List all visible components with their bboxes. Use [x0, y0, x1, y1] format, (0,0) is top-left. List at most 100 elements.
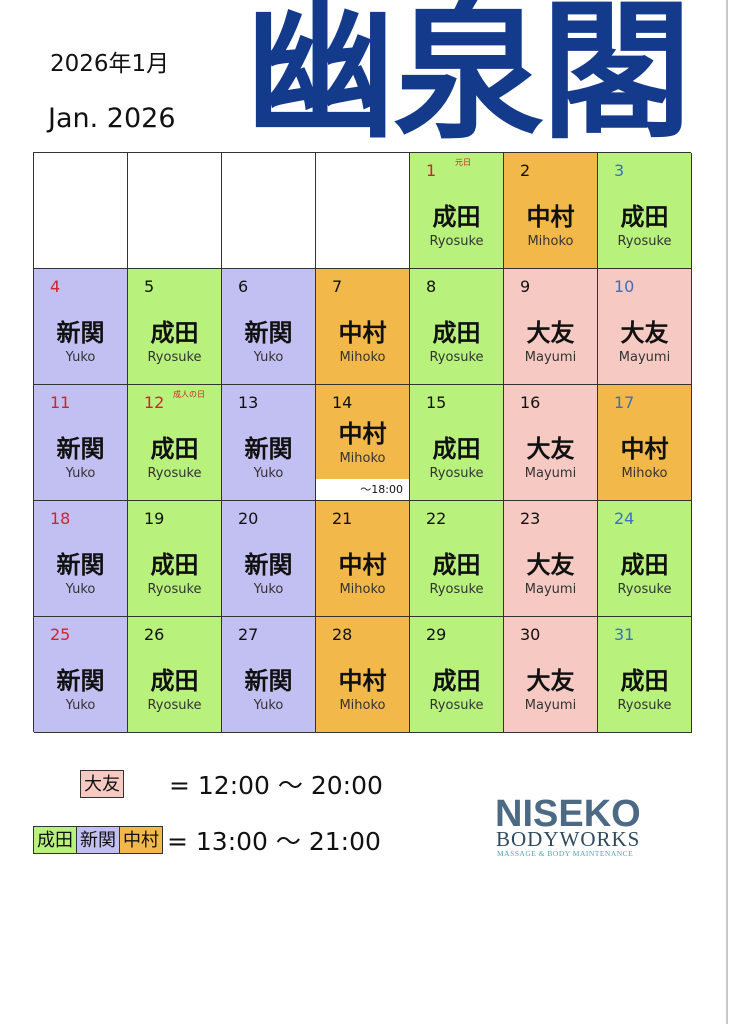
staff-name: 成田 [432, 203, 481, 231]
staff-roman-name: Ryosuke [429, 234, 484, 249]
day-number: 17 [614, 393, 635, 412]
staff-name: 新関 [244, 435, 293, 463]
page-title: 幽泉閣 [245, 0, 691, 160]
staff-name: 中村 [338, 551, 387, 579]
legend-swatch-shinzeki: 新関 [77, 826, 120, 854]
day-number: 2 [520, 161, 531, 180]
day-number: 26 [144, 625, 165, 644]
day-number: 25 [50, 625, 71, 644]
staff-name: 中村 [620, 435, 669, 463]
legend-row-others: 成田 新関 中村 = 13:00 ～ 21:00 [33, 822, 381, 858]
day-number: 14 [332, 393, 353, 412]
calendar-cell: 31 成田 Ryosuke [598, 617, 692, 733]
staff-roman-name: Ryosuke [429, 698, 484, 713]
holiday-label: 元日 [455, 158, 471, 167]
legend-swatch-otomo: 大友 [80, 770, 124, 798]
staff-roman-name: Ryosuke [147, 466, 202, 481]
staff-roman-name: Mihoko [621, 466, 668, 481]
staff-name: 中村 [338, 667, 387, 695]
day-number: 31 [614, 625, 635, 644]
staff-roman-name: Ryosuke [617, 234, 672, 249]
calendar-cell: 13 新関 Yuko [222, 385, 316, 501]
day-number: 15 [426, 393, 447, 412]
calendar-cell: 5 成田 Ryosuke [128, 269, 222, 385]
calendar-cell: 25 新関 Yuko [34, 617, 128, 733]
logo-line2: BODYWORKS [496, 827, 640, 851]
calendar-cell: 28 中村 Mihoko [316, 617, 410, 733]
calendar-cell: 17 中村 Mihoko [598, 385, 692, 501]
legend-swatch-nakamura: 中村 [120, 826, 163, 854]
niseko-bodyworks-logo: NISEKO BODYWORKS MASSAGE & BODY MAINTENA… [495, 793, 641, 858]
staff-name: 成田 [620, 667, 669, 695]
calendar-cell: 12 成人の日 成田 Ryosuke [128, 385, 222, 501]
calendar-cell: 18 新関 Yuko [34, 501, 128, 617]
day-number: 4 [50, 277, 61, 296]
legend-time-2: = 13:00 ～ 21:00 [167, 827, 381, 856]
calendar-cell: 4 新関 Yuko [34, 269, 128, 385]
staff-name: 大友 [526, 551, 575, 579]
day-number: 1 [426, 161, 437, 180]
holiday-label: 成人の日 [173, 390, 205, 399]
day-number: 8 [426, 277, 437, 296]
staff-roman-name: Mihoko [339, 698, 386, 713]
staff-name: 成田 [432, 319, 481, 347]
calendar-cell: 3 成田 Ryosuke [598, 153, 692, 269]
staff-roman-name: Ryosuke [429, 350, 484, 365]
legend-swatch-narita: 成田 [33, 826, 77, 854]
calendar-cell: 24 成田 Ryosuke [598, 501, 692, 617]
calendar-cell: 8 成田 Ryosuke [410, 269, 504, 385]
calendar-cell-empty [316, 153, 410, 269]
calendar-cell: 11 新関 Yuko [34, 385, 128, 501]
staff-roman-name: Ryosuke [617, 698, 672, 713]
staff-roman-name: Mayumi [524, 582, 577, 597]
staff-roman-name: Yuko [253, 350, 284, 365]
day-number: 10 [614, 277, 635, 296]
month-jp: 2026年1月 [50, 51, 170, 77]
staff-roman-name: Yuko [253, 466, 284, 481]
day-number: 24 [614, 509, 635, 528]
calendar-cell: 23 大友 Mayumi [504, 501, 598, 617]
calendar-cell: 6 新関 Yuko [222, 269, 316, 385]
staff-roman-name: Yuko [65, 582, 96, 597]
staff-roman-name: Ryosuke [147, 698, 202, 713]
staff-roman-name: Mayumi [524, 698, 577, 713]
calendar-cell-empty [128, 153, 222, 269]
staff-roman-name: Ryosuke [147, 582, 202, 597]
staff-roman-name: Ryosuke [147, 350, 202, 365]
staff-name: 中村 [526, 203, 575, 231]
staff-name: 成田 [620, 203, 669, 231]
calendar-cell: 14 中村 Mihoko ～18:00 [316, 385, 410, 501]
staff-name: 成田 [150, 319, 199, 347]
calendar-cell: 19 成田 Ryosuke [128, 501, 222, 617]
staff-name: 成田 [432, 667, 481, 695]
staff-name: 中村 [338, 319, 387, 347]
staff-name: 成田 [620, 551, 669, 579]
day-number: 22 [426, 509, 447, 528]
day-number: 18 [50, 509, 71, 528]
staff-roman-name: Mihoko [339, 350, 386, 365]
logo-line3: MASSAGE & BODY MAINTENANCE [497, 849, 633, 858]
staff-name: 新関 [244, 667, 293, 695]
staff-roman-name: Ryosuke [429, 582, 484, 597]
day-number: 28 [332, 625, 353, 644]
calendar-cell: 9 大友 Mayumi [504, 269, 598, 385]
day-number: 12 [144, 393, 165, 412]
calendar-cell: 16 大友 Mayumi [504, 385, 598, 501]
calendar-cell: 7 中村 Mihoko [316, 269, 410, 385]
calendar-cell: 26 成田 Ryosuke [128, 617, 222, 733]
day-number: 16 [520, 393, 541, 412]
staff-name: 成田 [150, 667, 199, 695]
legend-time-1: = 12:00 ～ 20:00 [169, 771, 383, 800]
staff-name: 新関 [56, 319, 105, 347]
staff-roman-name: Mayumi [524, 350, 577, 365]
calendar-cell: 2 中村 Mihoko [504, 153, 598, 269]
day-number: 13 [238, 393, 259, 412]
staff-name: 大友 [526, 435, 575, 463]
staff-name: 大友 [526, 667, 575, 695]
staff-roman-name: Mihoko [339, 582, 386, 597]
staff-name: 新関 [244, 551, 293, 579]
staff-name: 成田 [432, 435, 481, 463]
logo-line1: NISEKO [495, 793, 641, 835]
staff-roman-name: Yuko [65, 350, 96, 365]
day-number: 27 [238, 625, 259, 644]
